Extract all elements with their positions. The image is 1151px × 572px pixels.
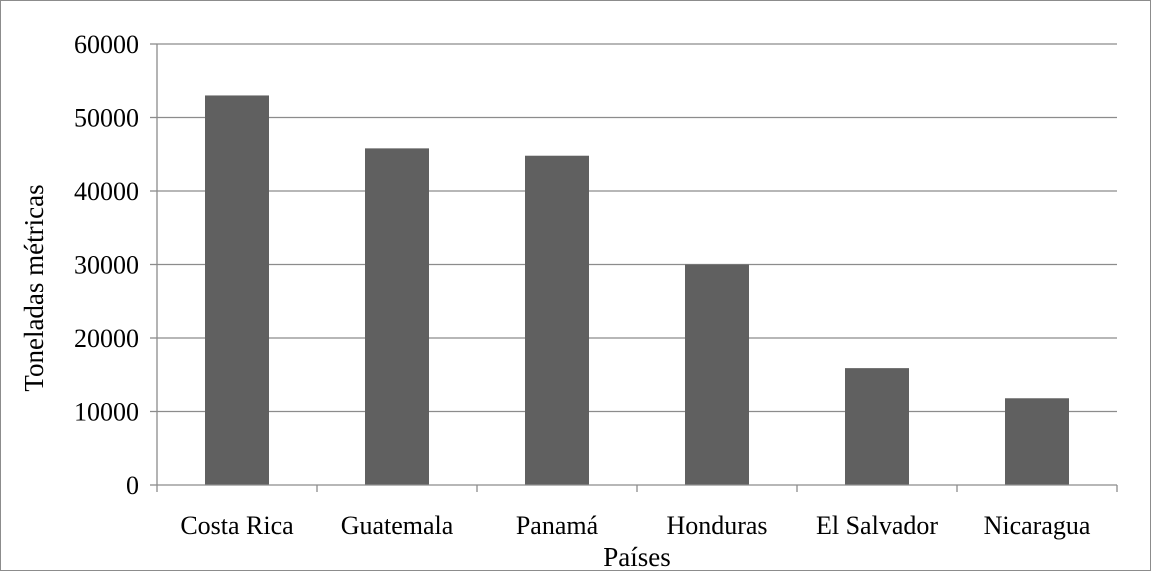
x-category-labels: Costa Rica Guatemala Panamá Honduras El Salv… [180,511,1091,540]
axes [150,43,1118,492]
bar-panam- [525,155,589,485]
x-category-label: Guatemala [341,511,454,540]
y-tick-label: 30000 [74,251,139,280]
bars [205,95,1069,485]
y-tick-label: 60000 [74,30,139,59]
gridlines [157,43,1117,413]
y-tick-label: 20000 [74,324,139,353]
x-category-label: El Salvador [816,511,938,540]
x-axis-title: Países [603,542,671,572]
x-category-label: Nicaragua [984,511,1091,540]
y-tick-label: 40000 [74,177,139,206]
x-category-label: Panamá [516,511,599,540]
bar-costa-rica [205,95,269,485]
y-tick-label: 10000 [74,398,139,427]
x-category-label: Costa Rica [180,511,294,540]
bar-honduras [685,264,749,485]
y-tick-label: 50000 [74,104,139,133]
y-tick-label: 0 [126,471,139,500]
bar-nicaragua [1005,398,1069,485]
x-category-label: Honduras [666,511,767,540]
bar-el-salvador [845,368,909,485]
bar-guatemala [365,148,429,485]
y-tick-labels: 0 10000 20000 30000 40000 50000 60000 [74,30,139,500]
y-axis-title: Toneladas métricas [19,184,49,391]
